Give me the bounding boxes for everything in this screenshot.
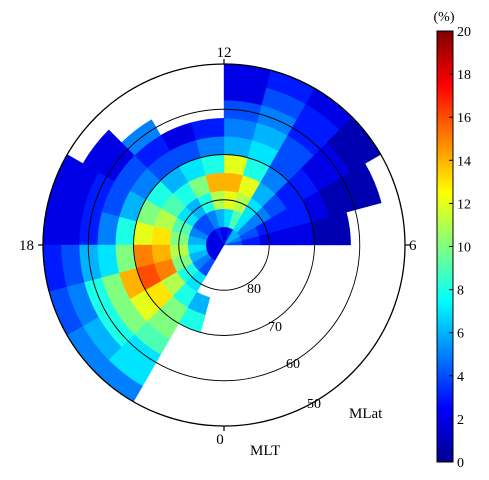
mlat-grid-circle-80 xyxy=(178,199,270,291)
mlt-axis-label: MLT xyxy=(250,443,280,459)
colorbar-tick-label: 12 xyxy=(457,197,471,212)
colorbar-ticks: 0 2 4 6 8 10 12 14 16 18 20 xyxy=(449,25,471,471)
mlt-tick-label-12: 12 xyxy=(217,45,232,61)
mlt-tick-label-0: 0 xyxy=(216,432,224,448)
mlt-tick-label-18: 18 xyxy=(19,238,34,254)
mlat-tick-label-50: 50 xyxy=(307,397,321,412)
colorbar-tick-label: 0 xyxy=(457,456,464,471)
colorbar-tick-label: 10 xyxy=(457,241,471,256)
colorbar-tick-label: 18 xyxy=(457,68,471,83)
colorbar-tick-label: 20 xyxy=(457,25,471,40)
colorbar-tick-label: 14 xyxy=(457,154,471,169)
mlt-tick-label-6: 6 xyxy=(409,238,417,254)
colorbar-tick-label: 4 xyxy=(457,370,464,385)
colorbar-tick-label: 16 xyxy=(457,111,471,126)
colorbar-tick-label: 6 xyxy=(457,327,464,342)
mlat-axis-label: MLat xyxy=(349,406,383,422)
colorbar-tick-label: 2 xyxy=(457,413,464,428)
mlat-tick-label-80: 80 xyxy=(247,282,261,297)
mlat-grid-circle-70 xyxy=(133,154,315,336)
colorbar-unit-label: (%) xyxy=(434,10,455,25)
mlat-tick-label-60: 60 xyxy=(286,357,300,372)
latitude-grid-circles xyxy=(87,108,361,382)
mlat-tick-label-70: 70 xyxy=(268,320,282,335)
colorbar-tick-label: 8 xyxy=(457,284,464,299)
mlat-grid-circle-60 xyxy=(87,108,361,382)
heatmap-cells xyxy=(42,63,382,403)
